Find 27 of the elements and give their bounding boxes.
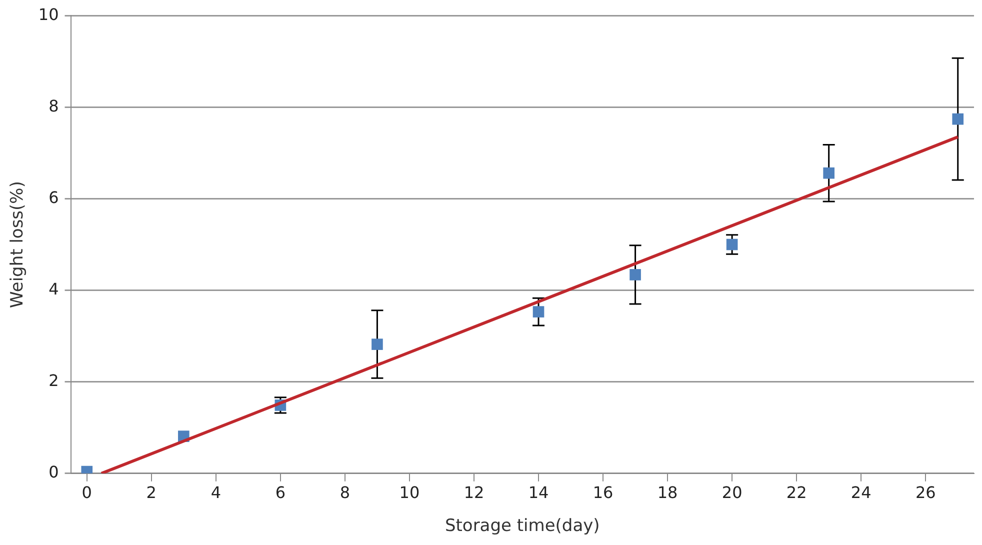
point (630, 269, 641, 280)
y-axis-title: Weight loss(%) (8, 181, 28, 308)
x-tick-label: 22 (786, 483, 807, 502)
x-tick-label: 0 (82, 483, 92, 502)
point (823, 167, 834, 179)
x-tick-label: 20 (722, 483, 742, 502)
x-tick-label: 24 (850, 483, 872, 502)
point (532, 306, 544, 318)
y-tick-label: 10 (38, 4, 59, 24)
x-tick-label: 4 (210, 483, 222, 502)
x-tick-label: 12 (464, 483, 484, 502)
point (952, 113, 964, 125)
x-axis-title: Storage time(day) (444, 516, 600, 536)
x-tick-label: 6 (275, 483, 286, 502)
x-tick-label: 16 (592, 483, 614, 502)
y-tick-label: 8 (48, 96, 59, 116)
x-tick-label: 14 (528, 483, 549, 502)
x-tick-label: 10 (399, 483, 420, 502)
y-tick-label: 0 (48, 462, 59, 482)
x-tick-label: 8 (340, 483, 350, 502)
x-tick-label: 2 (146, 483, 156, 502)
y-tick-label: 2 (48, 370, 59, 390)
x-tick-label: 18 (657, 483, 678, 502)
y-tick-label: 4 (48, 279, 59, 298)
x-tick-label: 26 (915, 483, 936, 502)
point (372, 338, 383, 350)
y-tick-label: 6 (48, 188, 59, 207)
